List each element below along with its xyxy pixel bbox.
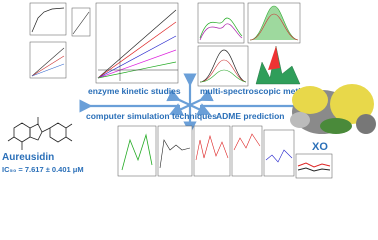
spectra-plots [197, 2, 301, 87]
simulation-plots [117, 125, 333, 179]
graphical-abstract: enzyme kinetic studies multi-spectroscop… [2, 2, 376, 179]
protein [290, 84, 376, 134]
adme-label: ADME prediction [216, 111, 284, 121]
arrows [79, 73, 307, 135]
enzyme-label: XO [312, 141, 328, 153]
ic50-label: IC₅₀ = 7.617 ± 0.401 μM [2, 165, 84, 174]
compound-name: Aureusidin [2, 152, 54, 163]
simulation-label: computer simulation techniques [86, 111, 217, 121]
kinetics-label: enzyme kinetic studies [88, 86, 181, 96]
spectroscopy-label: multi-spectroscopic methods [200, 86, 319, 96]
kinetic-plots [29, 2, 179, 84]
molecule [7, 117, 73, 150]
